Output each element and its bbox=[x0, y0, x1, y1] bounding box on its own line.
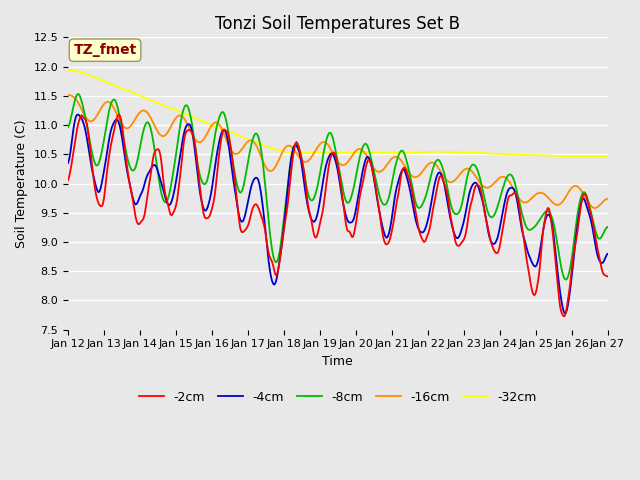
-8cm bbox=[293, 141, 301, 147]
Legend: -2cm, -4cm, -8cm, -16cm, -32cm: -2cm, -4cm, -8cm, -16cm, -32cm bbox=[134, 385, 542, 408]
-4cm bbox=[461, 210, 469, 216]
-4cm bbox=[367, 161, 375, 167]
-2cm bbox=[64, 178, 72, 183]
-16cm bbox=[392, 154, 399, 159]
-16cm bbox=[554, 202, 562, 208]
-2cm bbox=[604, 274, 611, 279]
-32cm bbox=[64, 67, 72, 73]
Line: -8cm: -8cm bbox=[68, 94, 607, 280]
-16cm bbox=[292, 149, 300, 155]
-8cm bbox=[556, 252, 563, 257]
-16cm bbox=[461, 167, 468, 172]
-4cm bbox=[556, 281, 563, 287]
X-axis label: Time: Time bbox=[323, 355, 353, 368]
-8cm bbox=[74, 91, 82, 97]
Line: -16cm: -16cm bbox=[68, 95, 607, 208]
-16cm bbox=[591, 205, 599, 211]
-8cm bbox=[461, 182, 469, 188]
-4cm bbox=[64, 160, 72, 166]
-16cm bbox=[64, 92, 72, 98]
-8cm bbox=[367, 156, 375, 161]
-8cm bbox=[64, 124, 72, 130]
-2cm bbox=[115, 112, 122, 118]
Text: TZ_fmet: TZ_fmet bbox=[74, 43, 137, 57]
-4cm bbox=[561, 311, 568, 316]
-4cm bbox=[393, 184, 401, 190]
-4cm bbox=[233, 201, 241, 207]
-2cm bbox=[560, 313, 568, 319]
-16cm bbox=[232, 151, 239, 157]
-32cm bbox=[292, 150, 300, 156]
-8cm bbox=[233, 181, 241, 187]
-2cm bbox=[293, 139, 301, 145]
-4cm bbox=[604, 251, 611, 257]
Line: -4cm: -4cm bbox=[68, 115, 607, 313]
-2cm bbox=[461, 231, 469, 237]
-4cm bbox=[74, 112, 82, 118]
-2cm bbox=[393, 198, 401, 204]
Line: -32cm: -32cm bbox=[68, 70, 607, 156]
-32cm bbox=[366, 149, 374, 155]
-32cm bbox=[570, 153, 577, 159]
Line: -2cm: -2cm bbox=[68, 115, 607, 316]
-16cm bbox=[604, 196, 611, 202]
-2cm bbox=[556, 296, 563, 301]
-8cm bbox=[604, 224, 611, 230]
Title: Tonzi Soil Temperatures Set B: Tonzi Soil Temperatures Set B bbox=[215, 15, 460, 33]
-32cm bbox=[392, 150, 399, 156]
-32cm bbox=[604, 153, 611, 159]
-32cm bbox=[461, 149, 468, 155]
Y-axis label: Soil Temperature (C): Soil Temperature (C) bbox=[15, 119, 28, 248]
-32cm bbox=[232, 132, 239, 137]
-32cm bbox=[554, 153, 562, 159]
-2cm bbox=[233, 198, 241, 204]
-8cm bbox=[562, 277, 570, 283]
-2cm bbox=[367, 161, 375, 167]
-8cm bbox=[393, 157, 401, 163]
-16cm bbox=[366, 159, 374, 165]
-4cm bbox=[293, 143, 301, 149]
